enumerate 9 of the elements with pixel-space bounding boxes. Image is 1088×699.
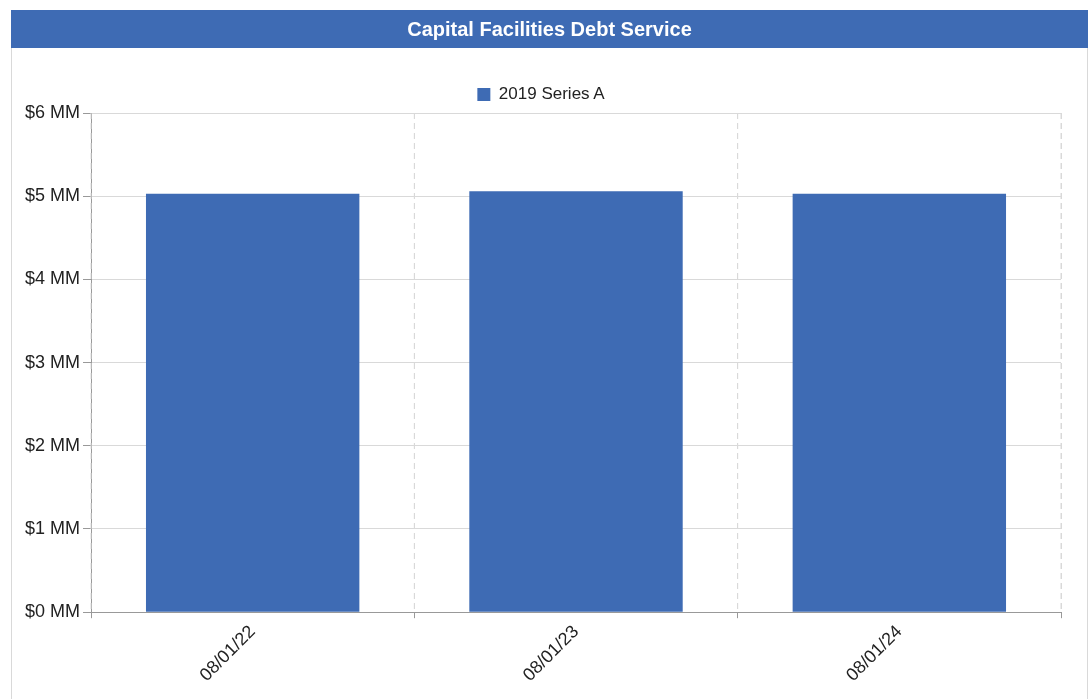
- chart-title: Capital Facilities Debt Service: [11, 10, 1088, 48]
- y-tick-label: $1 MM: [25, 517, 81, 538]
- legend-label: 2019 Series A: [498, 84, 606, 104]
- y-tick-label: $0 MM: [25, 601, 81, 622]
- y-tick-label: $5 MM: [25, 185, 81, 206]
- y-tick-label: $2 MM: [25, 434, 81, 455]
- y-tick-label: $3 MM: [25, 351, 81, 372]
- y-tick-label: $6 MM: [25, 101, 81, 122]
- y-tick-label: $4 MM: [25, 268, 81, 289]
